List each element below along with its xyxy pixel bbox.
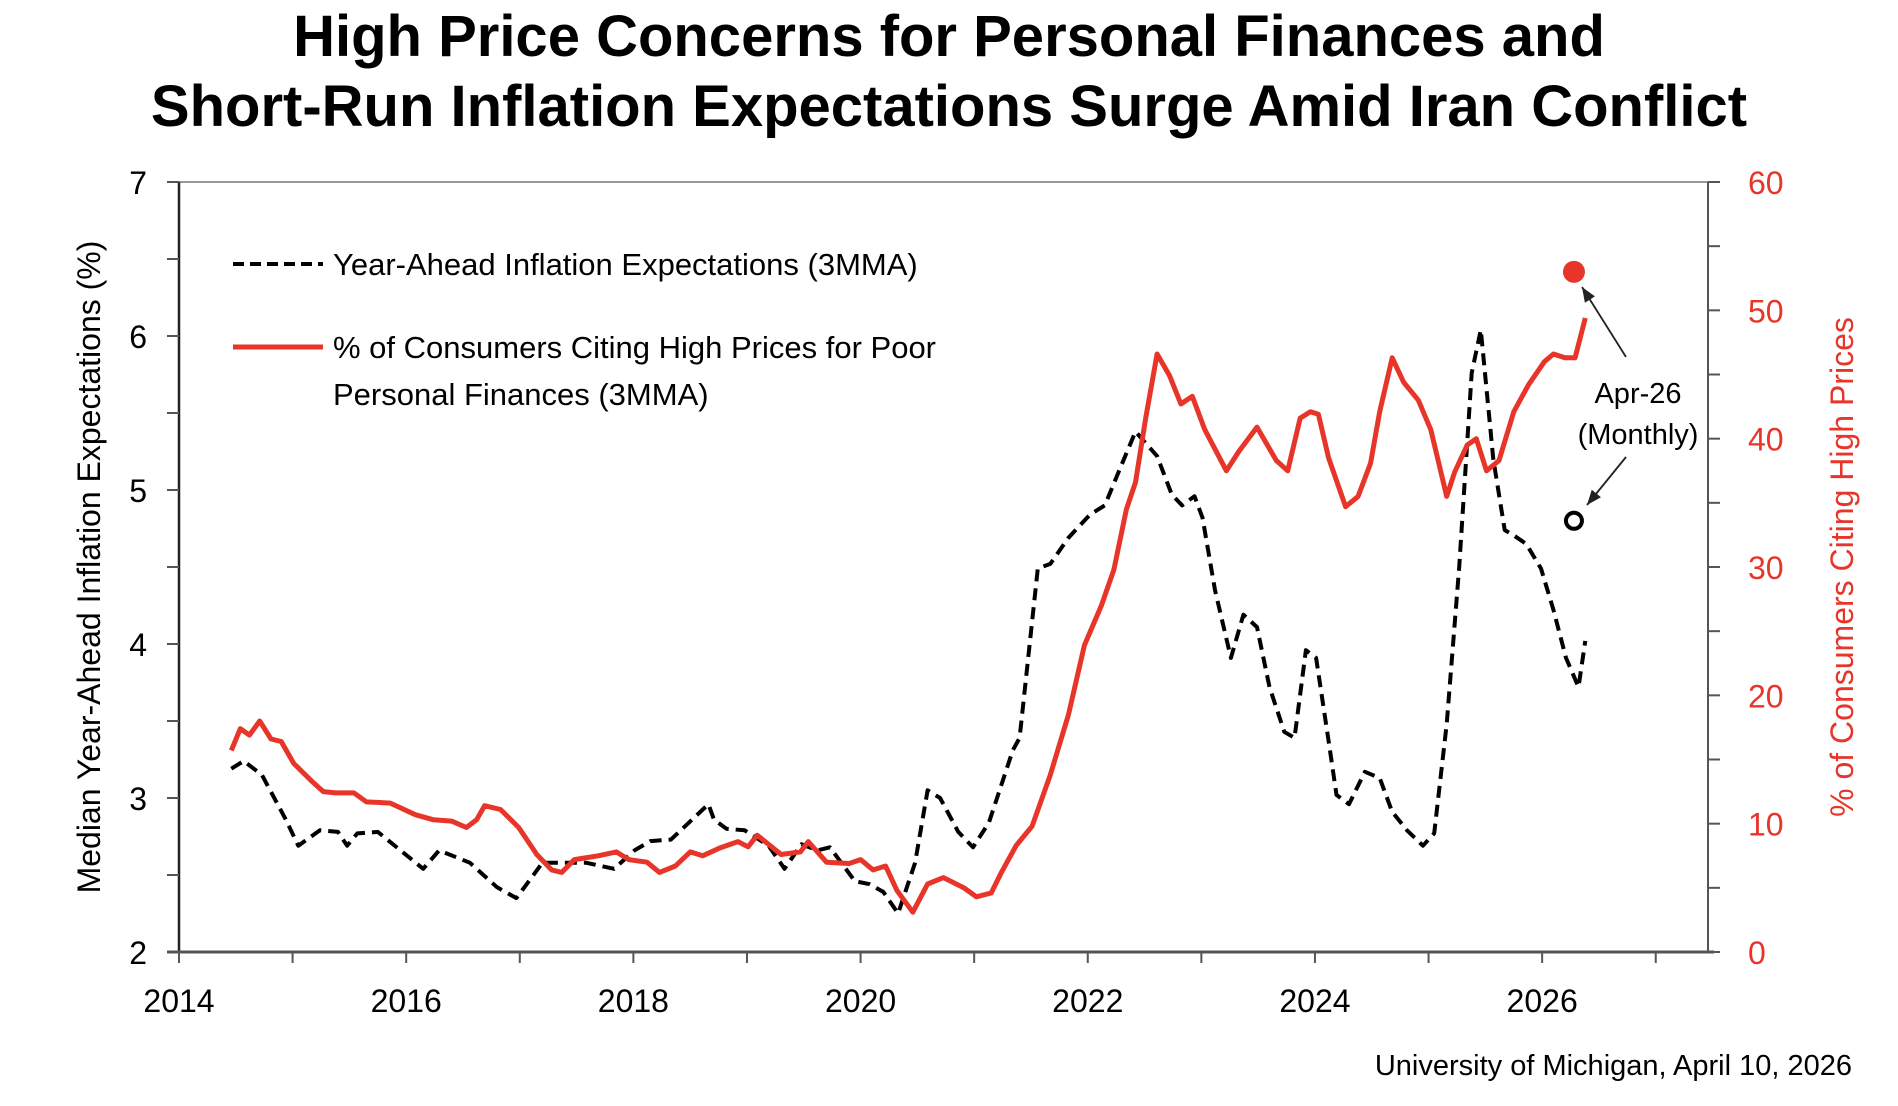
legend: Year-Ahead Inflation Expectations (3MMA)…: [233, 247, 936, 412]
y-left-tick-label: 2: [129, 935, 147, 971]
x-tick-label: 2020: [825, 983, 896, 1019]
legend-label-prices-line-2: Personal Finances (3MMA): [333, 377, 709, 412]
chart-title-line-1: High Price Concerns for Personal Finance…: [293, 4, 1605, 69]
y-axis-right-title: % of Consumers Citing High Prices: [1824, 317, 1860, 817]
y-left-tick-label: 4: [129, 627, 147, 663]
x-tick-label: 2014: [143, 983, 214, 1019]
chart-title-line-2: Short-Run Inflation Expectations Surge A…: [150, 74, 1748, 139]
chart-title: High Price Concerns for Personal Finance…: [0, 0, 1898, 142]
monthly-marker-prices: [1562, 260, 1585, 283]
y-right-tick-label: 20: [1748, 678, 1784, 714]
annotation-line-1: Apr-26: [1594, 378, 1681, 410]
annotation-arrow-down-head: [1587, 489, 1601, 505]
y-left-tick-label: 6: [129, 319, 147, 355]
x-tick-label: 2016: [371, 983, 442, 1019]
y-right-tick-label: 10: [1748, 807, 1784, 843]
monthly-marker-expectations: [1563, 510, 1584, 531]
y-left-tick-label: 5: [129, 473, 147, 509]
y-right-tick-label: 30: [1748, 550, 1784, 586]
x-tick-label: 2018: [598, 983, 669, 1019]
y-right-tick-label: 40: [1748, 422, 1784, 458]
series-line-expectations: [230, 327, 1588, 916]
series-line-prices: [228, 317, 1588, 915]
series-group: [228, 317, 1588, 916]
y-right-tick-label: 50: [1748, 293, 1784, 329]
markers-group: [1562, 260, 1627, 531]
annotation: Apr-26 (Monthly): [1578, 378, 1699, 451]
x-tick-label: 2022: [1052, 983, 1123, 1019]
y-left-tick-label: 7: [129, 165, 147, 201]
legend-label-prices-line-1: % of Consumers Citing High Prices for Po…: [333, 330, 936, 365]
source-note: University of Michigan, April 10, 2026: [1374, 1050, 1852, 1082]
y-left-tick-label: 3: [129, 781, 147, 817]
x-tick-label: 2026: [1507, 983, 1578, 1019]
y-axis-left-title: Median Year-Ahead Inflation Expectations…: [71, 241, 107, 894]
y-right-tick-label: 60: [1748, 165, 1784, 201]
legend-label-expectations: Year-Ahead Inflation Expectations (3MMA): [333, 247, 918, 282]
x-tick-label: 2024: [1279, 983, 1350, 1019]
y-right-tick-label: 0: [1748, 935, 1766, 971]
annotation-line-2: (Monthly): [1578, 419, 1699, 451]
annotation-arrow-up-head: [1582, 287, 1595, 303]
axes: 2014 2016 2018 2020 2022 2024 2026 2 3 4 5 6 7 0 10 20 3…: [129, 165, 1783, 1019]
